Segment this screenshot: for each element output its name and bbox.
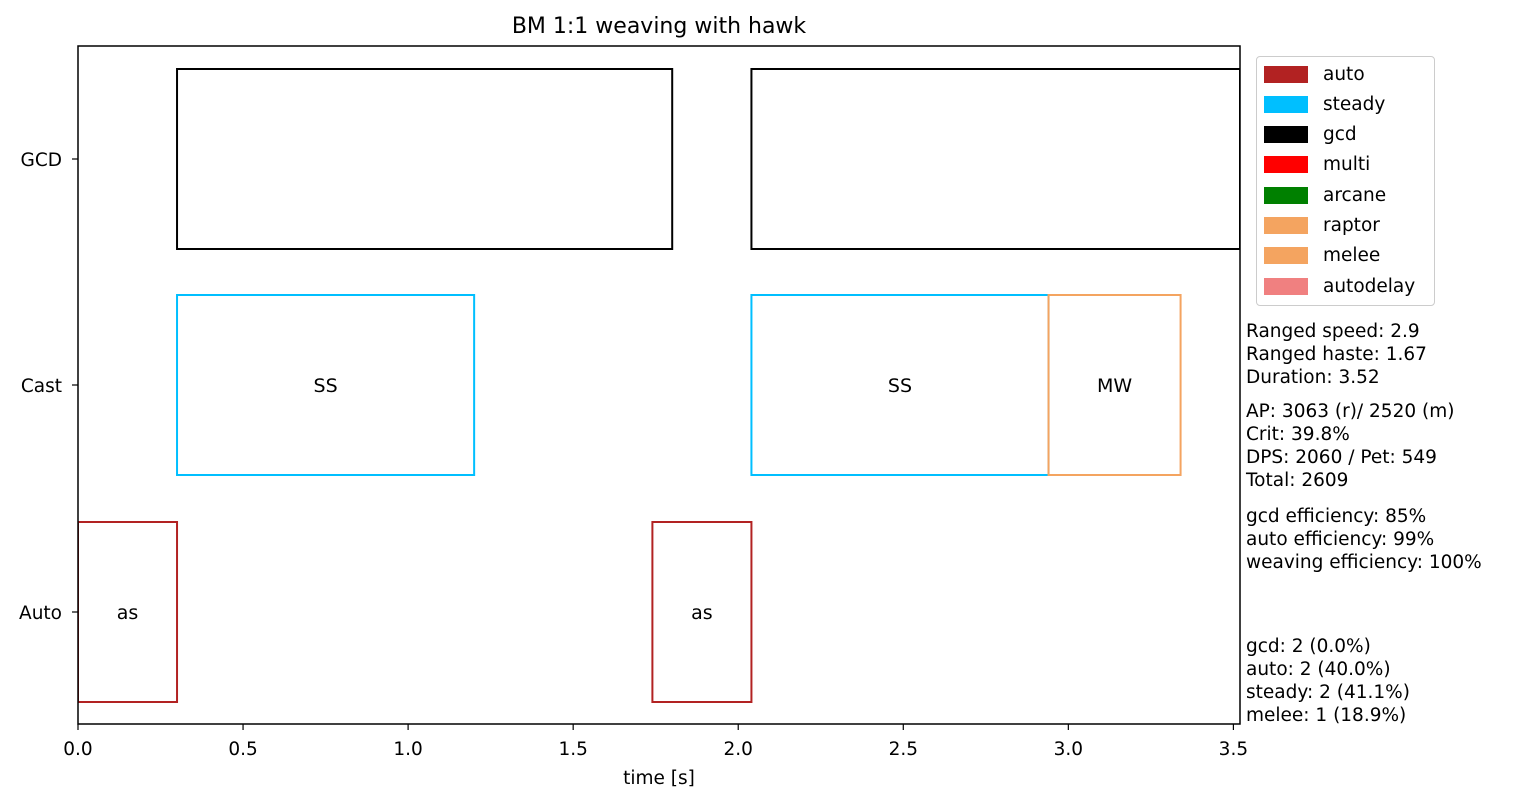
timeline-bar xyxy=(651,521,753,703)
legend-label: autodelay xyxy=(1323,275,1416,297)
bar-label: as xyxy=(117,602,139,624)
legend-label: multi xyxy=(1323,154,1371,176)
legend-item-raptor: raptor xyxy=(1264,215,1380,237)
x-tick-label: 1.0 xyxy=(393,739,422,760)
legend-label: raptor xyxy=(1323,215,1380,236)
bar-label: as xyxy=(691,602,713,624)
legend-label: auto xyxy=(1323,63,1365,85)
legend-item-multi: multi xyxy=(1264,154,1370,176)
bar-label: MW xyxy=(1097,375,1132,397)
x-tick-label: 1.5 xyxy=(558,739,587,760)
legend-label: melee xyxy=(1323,245,1381,267)
chart-title: BM 1:1 weaving with hawk xyxy=(512,14,807,39)
legend-label: gcd xyxy=(1323,124,1357,146)
x-tick-label: 0.5 xyxy=(228,739,257,760)
plot-frame xyxy=(77,45,1241,725)
legend-item-arcane: arcane xyxy=(1264,184,1386,206)
damage-stats: AP: 3063 (r)/ 2520 (m) Crit: 39.8% DPS: … xyxy=(1246,401,1455,491)
bar-label: SS xyxy=(888,375,912,397)
ability-count-stats: gcd: 2 (0.0%) auto: 2 (40.0%) steady: 2 … xyxy=(1246,636,1410,726)
x-tick-label: 2.5 xyxy=(889,739,918,760)
legend-swatch xyxy=(1264,156,1308,174)
legend-swatch xyxy=(1264,247,1308,265)
x-tick-label: 3.0 xyxy=(1054,739,1083,760)
legend-label: steady xyxy=(1323,93,1386,115)
legend-item-steady: steady xyxy=(1264,93,1385,115)
bar-label: SS xyxy=(314,375,338,397)
x-tick-label: 2.0 xyxy=(724,739,753,760)
legend-swatch xyxy=(1264,65,1308,83)
chart-legend: auto steady gcd multi arcane raptor melee autod… xyxy=(1256,56,1435,306)
legend-label: arcane xyxy=(1323,184,1387,206)
legend-item-melee: melee xyxy=(1264,245,1380,267)
legend-item-auto: auto xyxy=(1264,63,1365,85)
x-axis-label: time [s] xyxy=(623,768,695,789)
efficiency-stats: gcd efficiency: 85% auto efficiency: 99%… xyxy=(1246,506,1482,573)
y-tick-label: Auto xyxy=(19,603,62,624)
ranged-stats: Ranged speed: 2.9 Ranged haste: 1.67 Dur… xyxy=(1246,321,1427,388)
legend-item-autodelay: autodelay xyxy=(1264,275,1415,297)
legend-swatch xyxy=(1264,95,1308,113)
x-tick-label: 0.0 xyxy=(63,739,92,760)
x-tick-label: 3.5 xyxy=(1219,739,1248,760)
timeline-bar xyxy=(1047,294,1182,476)
timeline-bar xyxy=(176,68,674,250)
legend-item-gcd: gcd xyxy=(1264,124,1357,146)
legend-swatch xyxy=(1264,186,1308,204)
timeline-bar xyxy=(750,68,1240,250)
y-tick-label: Cast xyxy=(21,376,62,397)
timeline-bar xyxy=(176,294,476,476)
legend-swatch xyxy=(1264,126,1308,144)
timeline-bar xyxy=(78,521,179,703)
y-tick-label: GCD xyxy=(21,150,63,171)
legend-swatch xyxy=(1264,217,1308,234)
legend-swatch xyxy=(1264,277,1308,295)
